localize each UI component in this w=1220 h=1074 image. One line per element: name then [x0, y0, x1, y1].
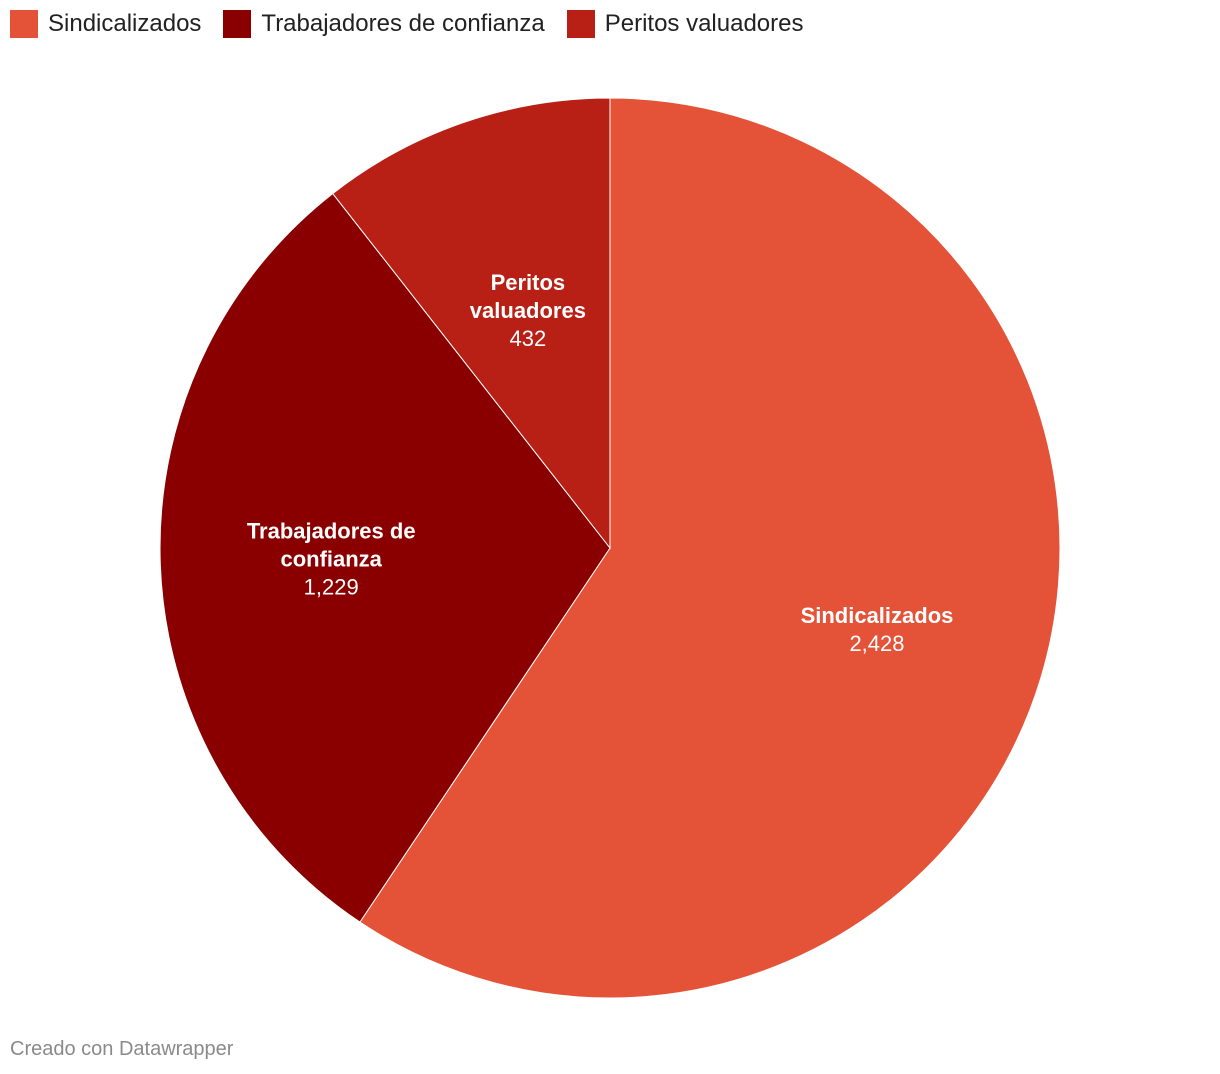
slice-name-trabajadores-de-confianza: Trabajadores de	[247, 518, 416, 543]
slice-value-peritos-valuadores: 432	[510, 326, 547, 351]
slice-name-trabajadores-de-confianza: confianza	[280, 546, 382, 571]
slice-name-peritos-valuadores: Peritos	[491, 270, 566, 295]
slice-label-trabajadores-de-confianza: Trabajadores de confianza 1,229	[247, 518, 416, 599]
legend-label-sindicalizados: Sindicalizados	[48, 10, 202, 37]
slice-label-sindicalizados: Sindicalizados 2,428	[801, 603, 954, 656]
datawrapper-credit: Creado con Datawrapper	[10, 1038, 234, 1060]
slice-name-sindicalizados: Sindicalizados	[801, 603, 954, 628]
chart-legend: Sindicalizados Trabajadores de confianza…	[10, 8, 826, 40]
legend-item-sindicalizados: Sindicalizados	[10, 10, 201, 38]
slice-label-peritos-valuadores: Peritos valuadores 432	[470, 270, 586, 351]
legend-item-trabajadores-de-confianza: Trabajadores de confianza	[223, 10, 545, 38]
legend-swatch-sindicalizados	[10, 10, 38, 38]
legend-item-peritos-valuadores: Peritos valuadores	[566, 10, 804, 38]
legend-swatch-trabajadores-de-confianza	[223, 10, 252, 38]
legend-label-peritos-valuadores: Peritos valuadores	[604, 10, 804, 37]
slice-value-trabajadores-de-confianza: 1,229	[304, 574, 359, 599]
pie-slice-trabajadores-de-confianza	[159, 192, 611, 923]
slice-name-peritos-valuadores: valuadores	[470, 298, 586, 323]
legend-swatch-peritos-valuadores	[566, 10, 595, 38]
pie-slice-sindicalizados	[359, 97, 1061, 999]
pie-slice-peritos-valuadores	[332, 97, 611, 550]
slice-value-sindicalizados: 2,428	[849, 631, 904, 656]
legend-label-trabajadores-de-confianza: Trabajadores de confianza	[261, 10, 545, 37]
